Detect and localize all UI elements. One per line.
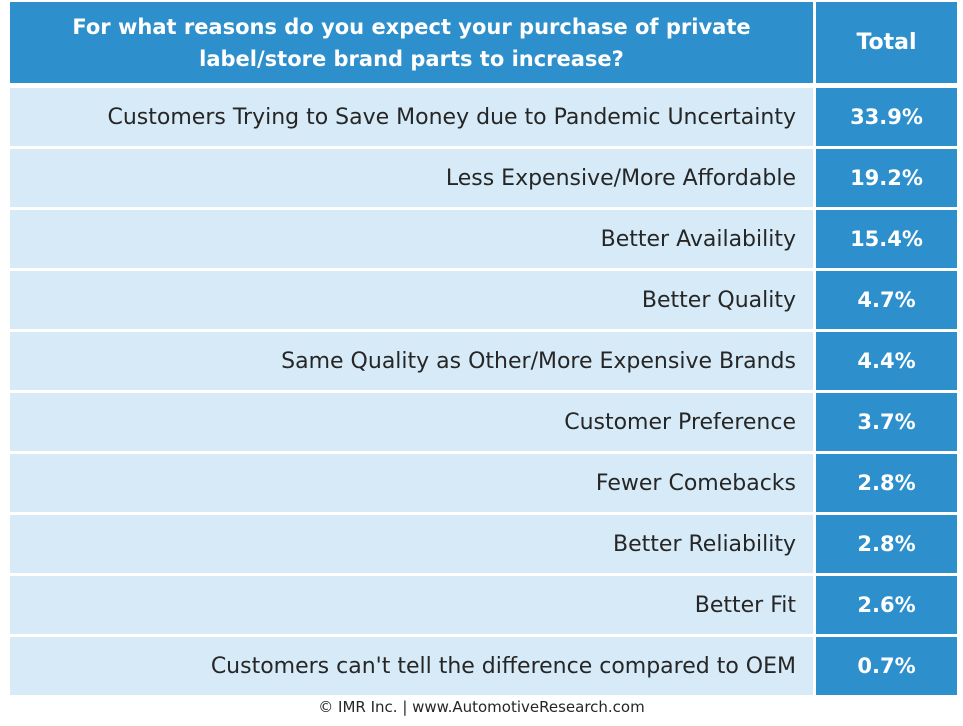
table-row: Customers can't tell the difference comp… xyxy=(10,637,957,695)
row-label: Less Expensive/More Affordable xyxy=(10,149,813,207)
row-label: Same Quality as Other/More Expensive Bra… xyxy=(10,332,813,390)
row-value: 4.4% xyxy=(816,332,957,390)
row-value: 33.9% xyxy=(816,88,957,146)
table-row: Same Quality as Other/More Expensive Bra… xyxy=(10,332,957,390)
table-row: Customer Preference 3.7% xyxy=(10,393,957,451)
row-label: Better Quality xyxy=(10,271,813,329)
row-value: 2.8% xyxy=(816,454,957,512)
row-label: Better Availability xyxy=(10,210,813,268)
row-value: 19.2% xyxy=(816,149,957,207)
table-row: Customers Trying to Save Money due to Pa… xyxy=(10,88,957,146)
row-label: Customer Preference xyxy=(10,393,813,451)
table-header: For what reasons do you expect your purc… xyxy=(10,2,957,83)
results-table: For what reasons do you expect your purc… xyxy=(10,2,957,698)
row-label: Better Reliability xyxy=(10,515,813,573)
row-label: Fewer Comebacks xyxy=(10,454,813,512)
row-label: Better Fit xyxy=(10,576,813,634)
row-value: 15.4% xyxy=(816,210,957,268)
table-row: Better Availability 15.4% xyxy=(10,210,957,268)
table-row: Better Fit 2.6% xyxy=(10,576,957,634)
row-value: 2.6% xyxy=(816,576,957,634)
table-row: Less Expensive/More Affordable 19.2% xyxy=(10,149,957,207)
row-value: 0.7% xyxy=(816,637,957,695)
table-row: Better Quality 4.7% xyxy=(10,271,957,329)
row-label: Customers can't tell the difference comp… xyxy=(10,637,813,695)
copyright-footer: © IMR Inc. | www.AutomotiveResearch.com xyxy=(318,698,645,716)
table-row: Better Reliability 2.8% xyxy=(10,515,957,573)
table-row: Fewer Comebacks 2.8% xyxy=(10,454,957,512)
row-value: 3.7% xyxy=(816,393,957,451)
row-value: 2.8% xyxy=(816,515,957,573)
total-column-header: Total xyxy=(816,2,957,83)
question-header: For what reasons do you expect your purc… xyxy=(10,2,813,83)
row-label: Customers Trying to Save Money due to Pa… xyxy=(10,88,813,146)
table-body: Customers Trying to Save Money due to Pa… xyxy=(10,88,957,695)
row-value: 4.7% xyxy=(816,271,957,329)
